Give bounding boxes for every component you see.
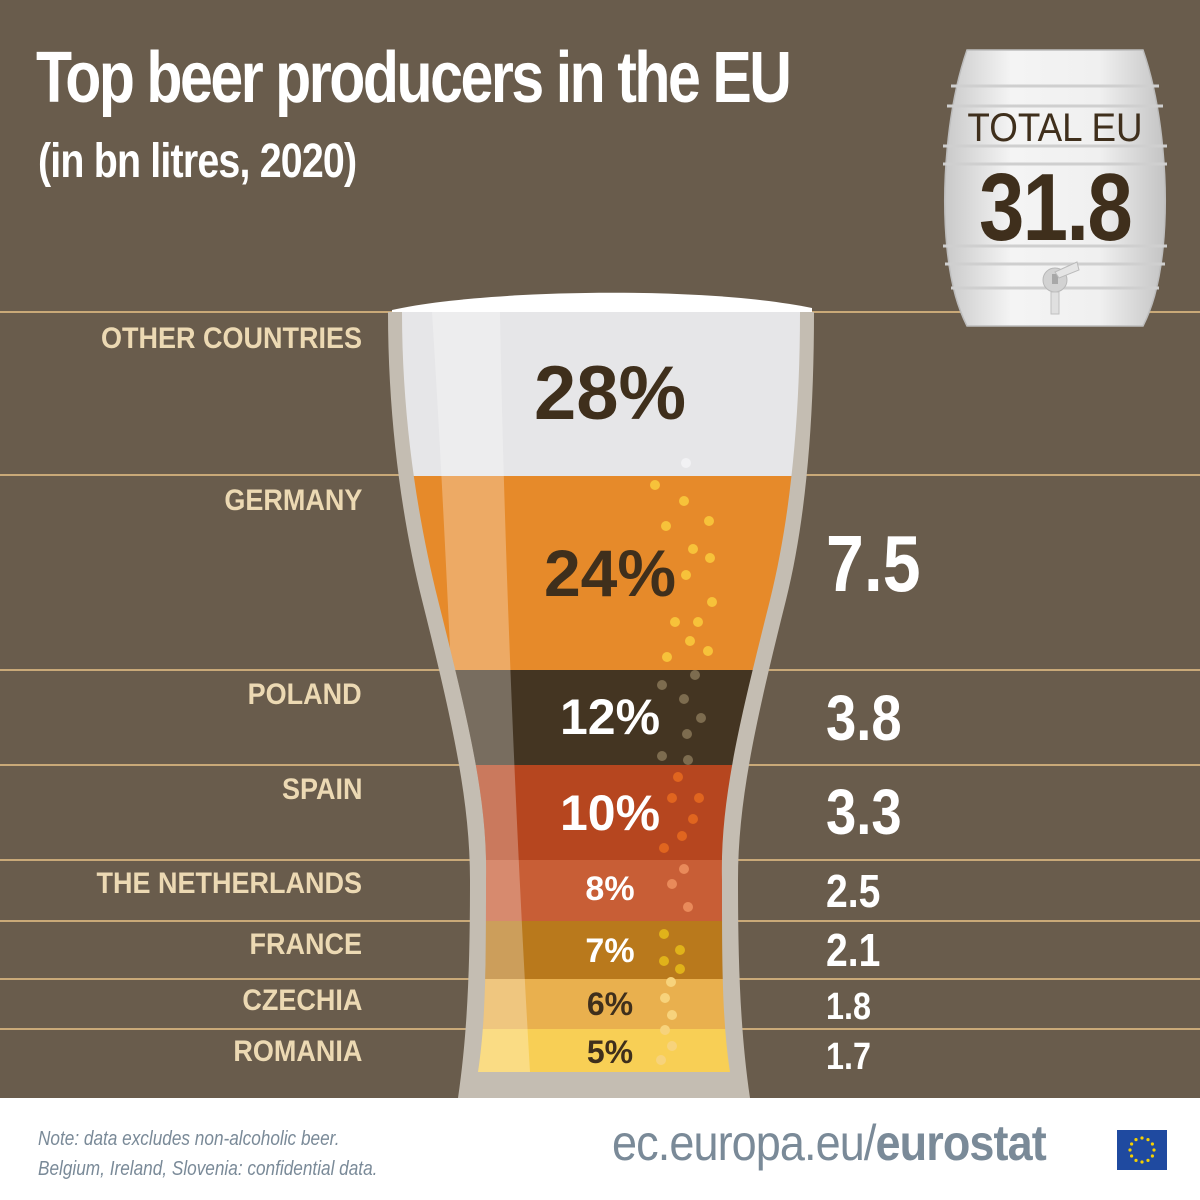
value-poland: 3.8 (826, 682, 902, 754)
footnote: Note: data excludes non-alcoholic beer. … (38, 1124, 377, 1184)
brand-bold: eurostat (875, 1115, 1047, 1171)
label-other-countries: OTHER COUNTRIES (100, 322, 362, 355)
footnote-line-1: Note: data excludes non-alcoholic beer. (38, 1128, 340, 1150)
pct-spain: 10% (559, 785, 661, 841)
label-poland: POLAND (247, 678, 362, 711)
value-romania: 1.7 (826, 1036, 871, 1078)
pct-netherlands: 8% (585, 870, 635, 908)
eu-flag-icon (1117, 1130, 1167, 1170)
barrel-icon (943, 49, 1167, 327)
value-netherlands: 2.5 (826, 865, 881, 917)
value-germany: 7.5 (826, 519, 921, 608)
total-eu-label: TOTAL EU (967, 106, 1143, 150)
label-germany: GERMANY (223, 484, 362, 517)
page-title: Top beer producers in the EU (36, 38, 792, 118)
brand-prefix: ec.europa.eu/ (612, 1115, 876, 1171)
label-czechia: CZECHIA (241, 984, 362, 1017)
label-france: FRANCE (249, 928, 363, 961)
pct-other-countries: 28% (533, 351, 687, 436)
pct-france: 7% (585, 932, 635, 970)
label-romania: ROMANIA (233, 1035, 362, 1068)
value-czechia: 1.8 (826, 986, 871, 1028)
beer-glass-icon (388, 292, 814, 1098)
total-eu-value: 31.8 (978, 154, 1133, 261)
label-netherlands: THE NETHERLANDS (96, 867, 362, 900)
pct-czechia: 6% (586, 986, 634, 1022)
pct-romania: 5% (586, 1034, 634, 1070)
value-spain: 3.3 (826, 776, 902, 848)
footer (0, 1098, 1200, 1200)
value-france: 2.1 (826, 924, 881, 976)
footnote-line-2: Belgium, Ireland, Slovenia: confidential… (38, 1158, 378, 1180)
pct-germany: 24% (543, 536, 677, 610)
page-subtitle: (in bn litres, 2020) (38, 135, 357, 188)
label-spain: SPAIN (281, 773, 362, 806)
eurostat-link[interactable]: ec.europa.eu/eurostat (612, 1115, 1047, 1171)
pct-poland: 12% (559, 689, 661, 745)
